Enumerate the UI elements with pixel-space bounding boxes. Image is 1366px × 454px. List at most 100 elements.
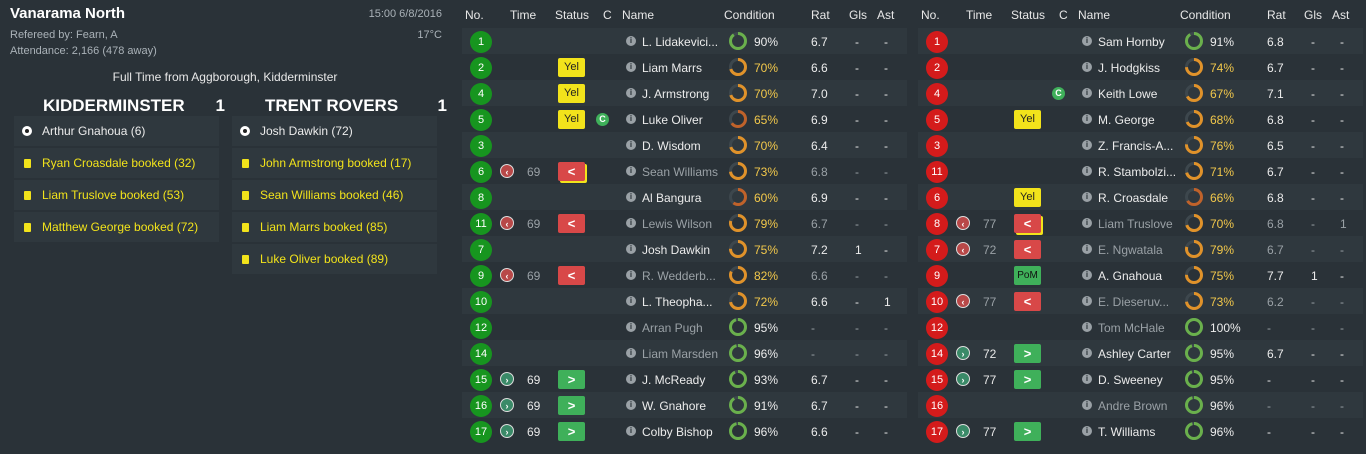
col-status[interactable]: Status [555, 8, 590, 22]
info-icon[interactable]: i [626, 62, 636, 72]
player-row[interactable]: 7 i Josh Dawkin 75% 7.2 1 - [462, 236, 907, 262]
player-name[interactable]: Sam Hornby [1098, 35, 1165, 49]
player-row[interactable]: 2 i J. Hodgkiss 74% 6.7 - - [918, 54, 1363, 80]
player-name[interactable]: R. Wedderb... [642, 269, 716, 283]
info-icon[interactable]: i [1082, 270, 1092, 280]
player-row[interactable]: 9 PoM i A. Gnahoua 75% 7.7 1 - [918, 262, 1363, 288]
player-name[interactable]: R. Croasdale [1098, 191, 1169, 205]
player-row[interactable]: 14 › 72 > i Ashley Carter 95% 6.7 - - [918, 340, 1363, 366]
player-row[interactable]: 7 ‹ 72 < i E. Ngwatala 79% 6.7 - - [918, 236, 1363, 262]
col-condition[interactable]: Condition [1180, 8, 1231, 22]
event-text[interactable]: Matthew George booked (72) [42, 220, 199, 234]
info-icon[interactable]: i [1082, 36, 1092, 46]
player-name[interactable]: L. Lidakevici... [642, 35, 719, 49]
player-name[interactable]: J. McReady [642, 373, 706, 387]
player-name[interactable]: J. Armstrong [642, 87, 710, 101]
info-icon[interactable]: i [626, 244, 636, 254]
player-row[interactable]: 8 i Al Bangura 60% 6.9 - - [462, 184, 907, 210]
player-name[interactable]: T. Williams [1098, 425, 1156, 439]
event-text[interactable]: Arthur Gnahoua (6) [42, 124, 146, 138]
player-row[interactable]: 4 Yel i J. Armstrong 70% 7.0 - - [462, 80, 907, 106]
info-icon[interactable]: i [1082, 244, 1092, 254]
col-assists[interactable]: Ast [1332, 8, 1350, 22]
info-icon[interactable]: i [1082, 322, 1092, 332]
info-icon[interactable]: i [1082, 192, 1092, 202]
info-icon[interactable]: i [626, 114, 636, 124]
player-row[interactable]: 11 ‹ 69 < i Lewis Wilson 79% 6.7 - - [462, 210, 907, 236]
player-row[interactable]: 5 Yel i M. George 68% 6.8 - - [918, 106, 1363, 132]
player-name[interactable]: Al Bangura [642, 191, 702, 205]
info-icon[interactable]: i [1082, 140, 1092, 150]
player-row[interactable]: 15 › 77 > i D. Sweeney 95% - - - [918, 366, 1363, 392]
col-captain[interactable]: C [603, 8, 612, 22]
player-row[interactable]: 1 i Sam Hornby 91% 6.8 - - [918, 28, 1363, 54]
player-row[interactable]: 16 › 69 > i W. Gnahore 91% 6.7 - - [462, 392, 907, 418]
info-icon[interactable]: i [1082, 374, 1092, 384]
col-time[interactable]: Time [510, 8, 537, 22]
col-captain[interactable]: C [1059, 8, 1068, 22]
competition-title[interactable]: Vanarama North [10, 5, 126, 22]
player-row[interactable]: 10 ‹ 77 < i E. Dieseruv... 73% 6.2 - - [918, 288, 1363, 314]
col-rating[interactable]: Rat [1267, 8, 1286, 22]
player-name[interactable]: E. Dieseruv... [1098, 295, 1170, 309]
player-name[interactable]: R. Stambolzi... [1098, 165, 1177, 179]
col-no[interactable]: No. [465, 8, 484, 22]
player-name[interactable]: Sean Williams [642, 165, 719, 179]
player-name[interactable]: Josh Dawkin [642, 243, 711, 257]
info-icon[interactable]: i [1082, 348, 1092, 358]
col-time[interactable]: Time [966, 8, 993, 22]
col-condition[interactable]: Condition [724, 8, 775, 22]
info-icon[interactable]: i [626, 36, 636, 46]
player-row[interactable]: 3 i Z. Francis-A... 76% 6.5 - - [918, 132, 1363, 158]
player-name[interactable]: Z. Francis-A... [1098, 139, 1174, 153]
event-text[interactable]: Liam Truslove booked (53) [42, 188, 185, 202]
player-name[interactable]: Luke Oliver [642, 113, 703, 127]
player-row[interactable]: 8 ‹ 77 < i Liam Truslove 70% 6.8 - 1 [918, 210, 1363, 236]
player-name[interactable]: Tom McHale [1098, 321, 1165, 335]
player-name[interactable]: W. Gnahore [642, 399, 707, 413]
player-name[interactable]: Arran Pugh [642, 321, 703, 335]
info-icon[interactable]: i [626, 140, 636, 150]
player-name[interactable]: Liam Marrs [642, 61, 703, 75]
col-goals[interactable]: Gls [1304, 8, 1322, 22]
player-row[interactable]: 1 i L. Lidakevici... 90% 6.7 - - [462, 28, 907, 54]
info-icon[interactable]: i [1082, 296, 1092, 306]
home-team-name[interactable]: KIDDERMINSTER [43, 96, 185, 115]
info-icon[interactable]: i [1082, 400, 1092, 410]
info-icon[interactable]: i [626, 374, 636, 384]
player-row[interactable]: 6 ‹ 69 < i Sean Williams 73% 6.8 - - [462, 158, 907, 184]
info-icon[interactable]: i [1082, 62, 1092, 72]
player-name[interactable]: Liam Truslove [1098, 217, 1173, 231]
player-name[interactable]: Andre Brown [1098, 399, 1168, 413]
player-name[interactable]: D. Sweeney [1098, 373, 1163, 387]
player-row[interactable]: 14 i Liam Marsden 96% - - - [462, 340, 907, 366]
col-rating[interactable]: Rat [811, 8, 830, 22]
player-name[interactable]: Colby Bishop [642, 425, 713, 439]
info-icon[interactable]: i [626, 400, 636, 410]
info-icon[interactable]: i [626, 322, 636, 332]
info-icon[interactable]: i [626, 270, 636, 280]
col-status[interactable]: Status [1011, 8, 1046, 22]
player-name[interactable]: A. Gnahoua [1098, 269, 1163, 283]
player-name[interactable]: E. Ngwatala [1098, 243, 1163, 257]
player-name[interactable]: D. Wisdom [642, 139, 701, 153]
col-assists[interactable]: Ast [877, 8, 895, 22]
player-row[interactable]: 15 › 69 > i J. McReady 93% 6.7 - - [462, 366, 907, 392]
player-row[interactable]: 9 ‹ 69 < i R. Wedderb... 82% 6.6 - - [462, 262, 907, 288]
player-name[interactable]: Ashley Carter [1098, 347, 1171, 361]
event-text[interactable]: Luke Oliver booked (89) [260, 252, 389, 266]
player-row[interactable]: 2 Yel i Liam Marrs 70% 6.6 - - [462, 54, 907, 80]
event-text[interactable]: Liam Marrs booked (85) [260, 220, 388, 234]
player-row[interactable]: 16 i Andre Brown 96% - - - [918, 392, 1363, 418]
player-row[interactable]: 10 i L. Theopha... 72% 6.6 - 1 [462, 288, 907, 314]
event-text[interactable]: Ryan Croasdale booked (32) [42, 156, 196, 170]
event-text[interactable]: John Armstrong booked (17) [260, 156, 412, 170]
col-name[interactable]: Name [622, 8, 655, 22]
player-name[interactable]: Keith Lowe [1098, 87, 1158, 101]
col-no[interactable]: No. [921, 8, 940, 22]
info-icon[interactable]: i [1082, 114, 1092, 124]
info-icon[interactable]: i [626, 426, 636, 436]
info-icon[interactable]: i [626, 348, 636, 358]
